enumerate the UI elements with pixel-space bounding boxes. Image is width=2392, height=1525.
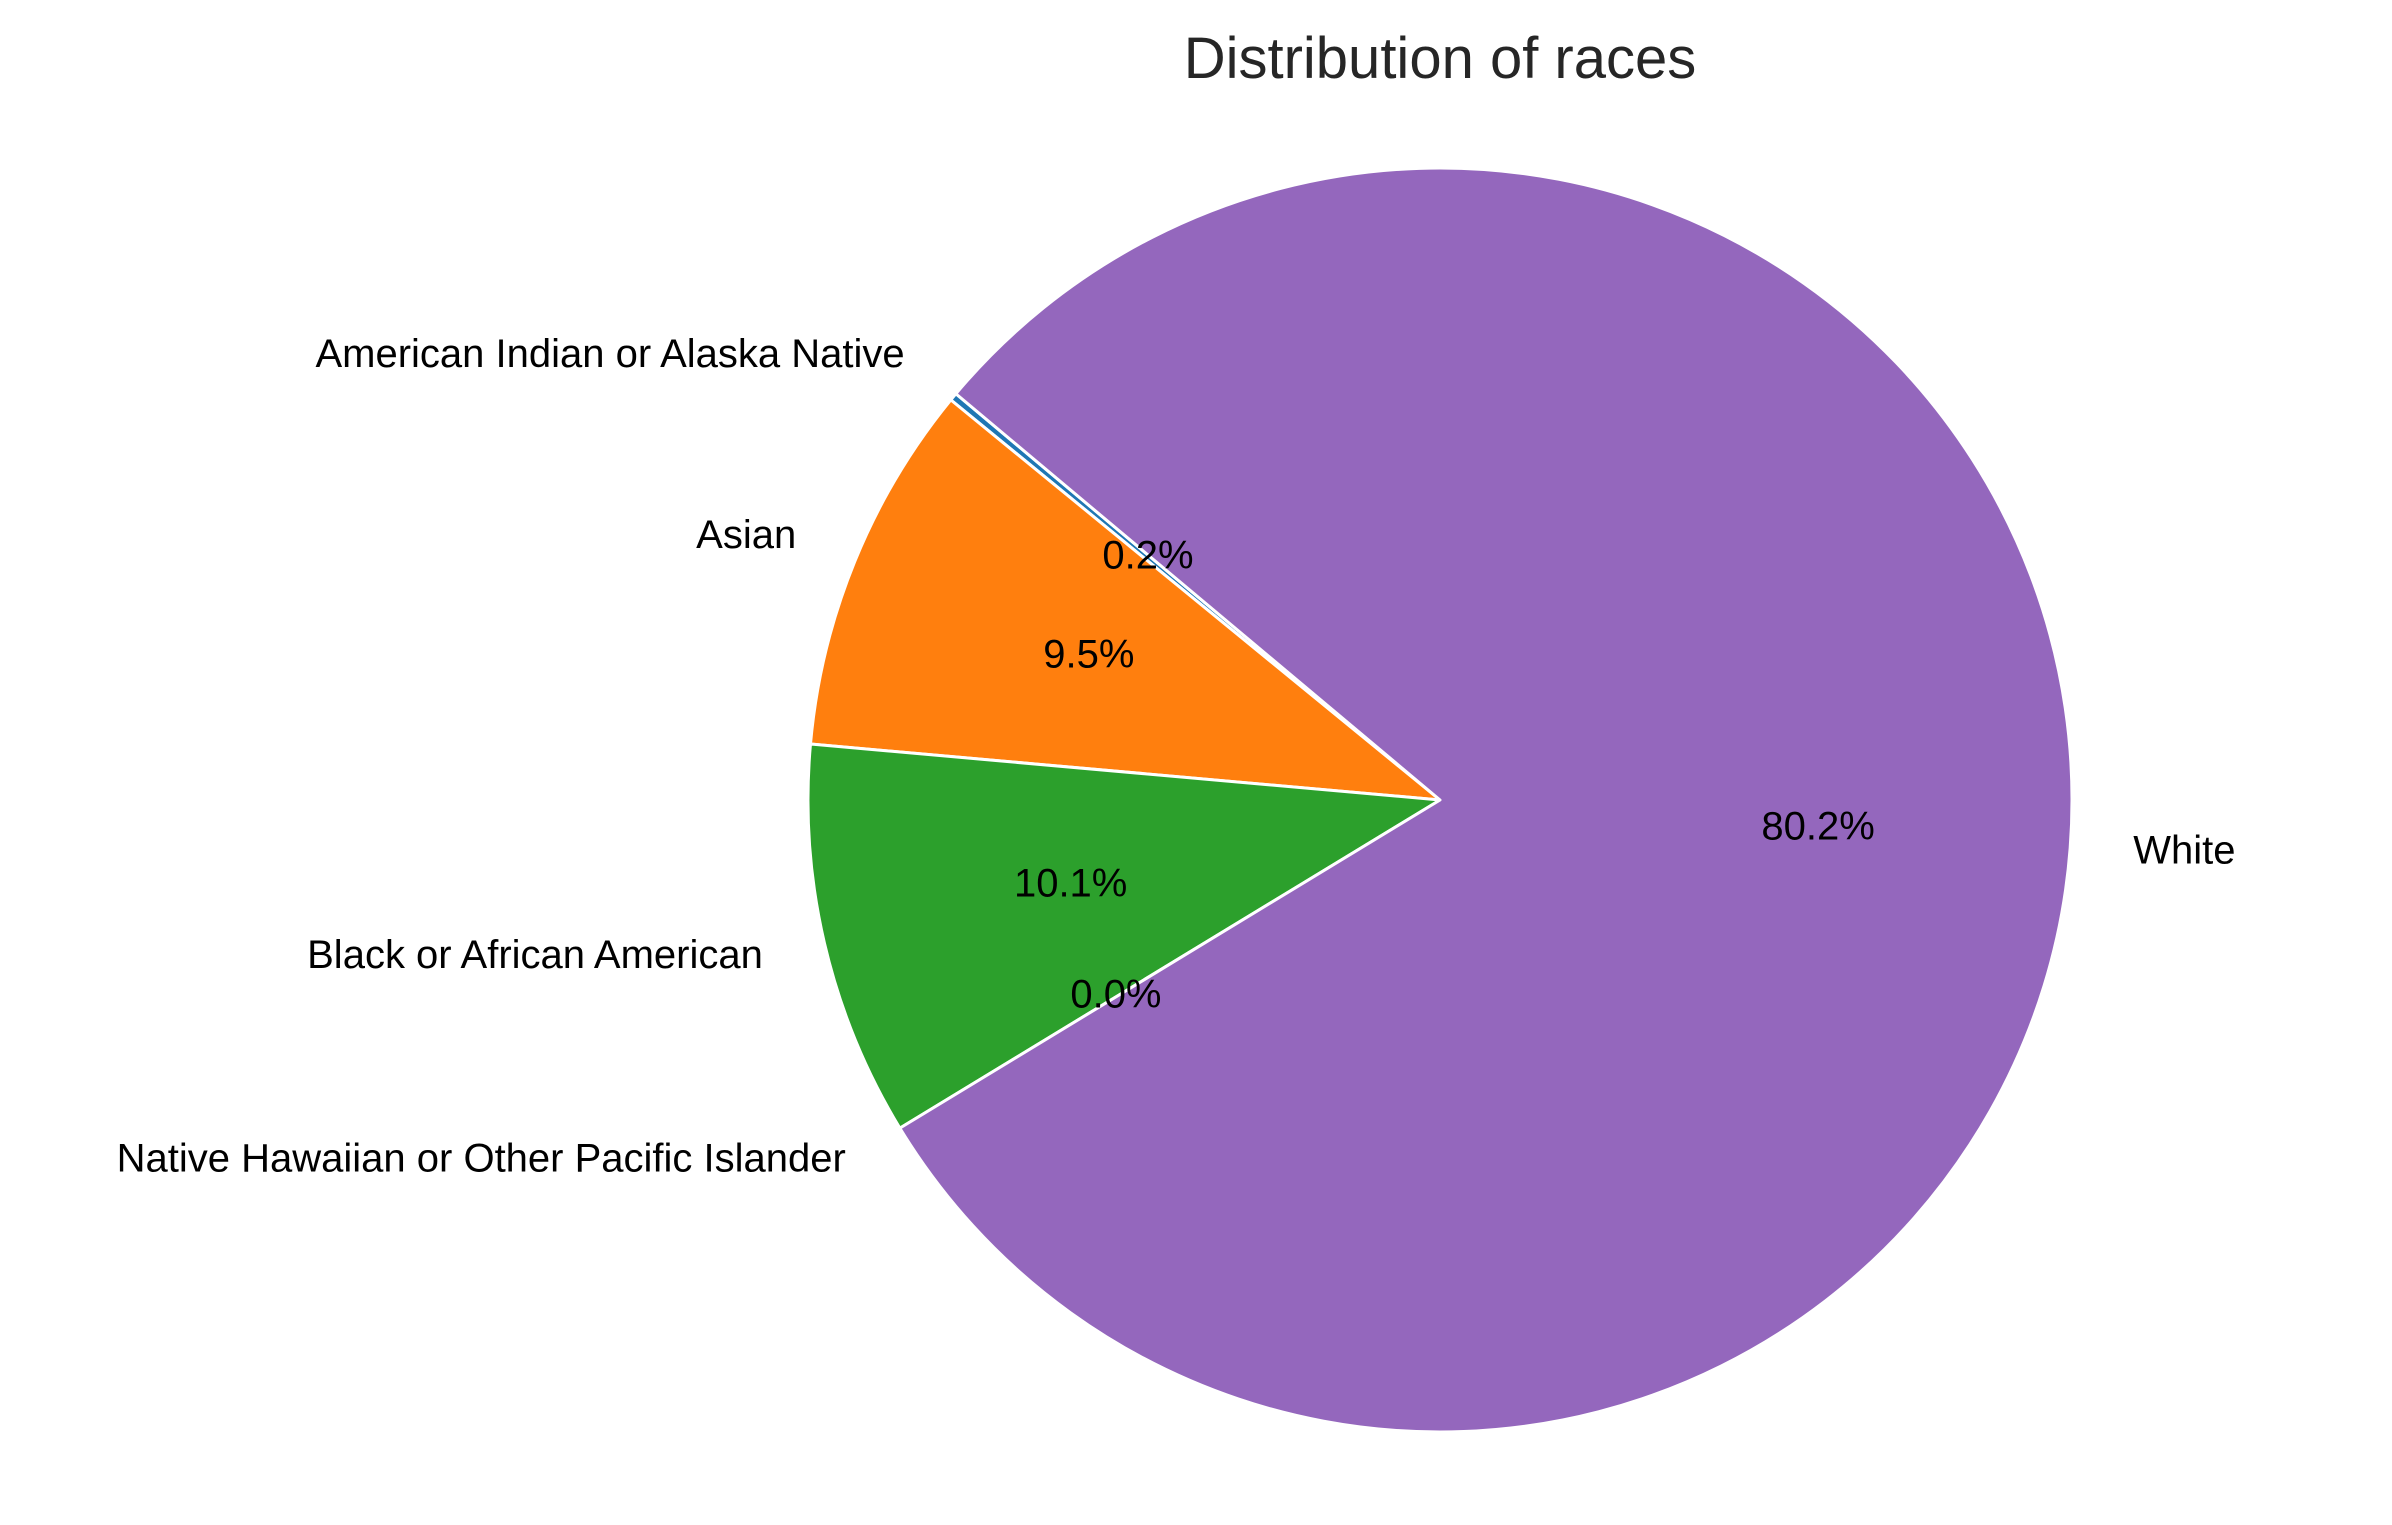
slice-label-black-or-african-american: Black or African American	[307, 933, 763, 977]
pie-slice-black-or-african-american	[806, 742, 1442, 1130]
slice-label-asian: Asian	[696, 513, 796, 557]
slice-pct-black-or-african-american: 10.1%	[1014, 862, 1127, 906]
chart-title: Distribution of races	[1184, 26, 1697, 91]
slice-pct-asian: 9.5%	[1043, 632, 1134, 676]
slice-label-white: White	[2133, 828, 2235, 872]
slice-pct-white: 80.2%	[1761, 804, 1874, 848]
pie-labels: American Indian or Alaska Native 0.2% Asia…	[117, 332, 2236, 1180]
slice-pct-native-hawaiian-or-other-pacific-islander: 0.0%	[1070, 972, 1161, 1016]
pie-slice-white	[898, 166, 2074, 1434]
pie-slice-asian	[808, 398, 1442, 802]
slice-label-native-hawaiian-or-other-pacific-islander: Native Hawaiian or Other Pacific Islande…	[117, 1137, 846, 1181]
slice-label-american-indian-or-alaska-native: American Indian or Alaska Native	[315, 332, 904, 376]
pie-slices	[806, 166, 2074, 1434]
slice-pct-american-indian-or-alaska-native: 0.2%	[1102, 534, 1193, 578]
